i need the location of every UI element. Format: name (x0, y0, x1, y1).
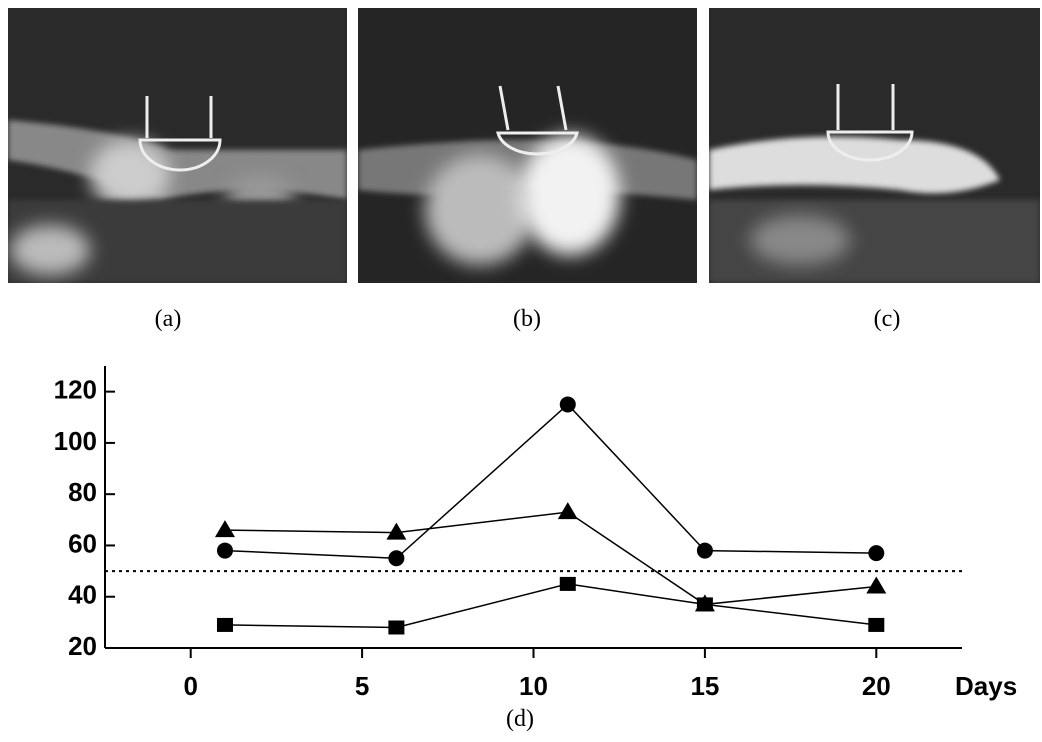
chart-caption: (d) (506, 706, 534, 732)
point (697, 543, 713, 559)
x-axis-label: Days (955, 671, 1017, 701)
panel-label: (c) (874, 306, 901, 332)
x-tick-label: 10 (519, 671, 548, 701)
point (388, 620, 404, 634)
panel-label: (b) (513, 306, 541, 332)
y-tick-label: 40 (68, 580, 97, 610)
series-line (225, 404, 876, 558)
mri-image (358, 8, 697, 283)
point (217, 543, 233, 559)
y-tick-label: 120 (54, 375, 97, 405)
panel-label: (a) (155, 306, 182, 332)
point (558, 502, 578, 519)
y-tick-label: 80 (68, 477, 97, 507)
x-tick-label: 15 (690, 671, 719, 701)
y-tick-label: 100 (54, 426, 97, 456)
point (868, 545, 884, 561)
x-tick-label: 20 (862, 671, 891, 701)
series-line (225, 512, 876, 604)
series-line (225, 584, 876, 628)
x-tick-label: 0 (183, 671, 197, 701)
mri-image (709, 8, 1040, 283)
point (697, 597, 713, 611)
x-tick-label: 5 (355, 671, 369, 701)
point (388, 550, 404, 566)
figure: (a) (b) (c) (d) Days 20 40 60 80 100 120 0 5 10 1… (0, 0, 1042, 742)
point (866, 576, 886, 593)
point (868, 618, 884, 632)
point (217, 618, 233, 632)
y-tick-label: 60 (68, 528, 97, 558)
point (215, 520, 235, 537)
point (560, 577, 576, 591)
point (560, 396, 576, 412)
mri-image (8, 8, 347, 283)
y-tick-label: 20 (68, 631, 97, 661)
